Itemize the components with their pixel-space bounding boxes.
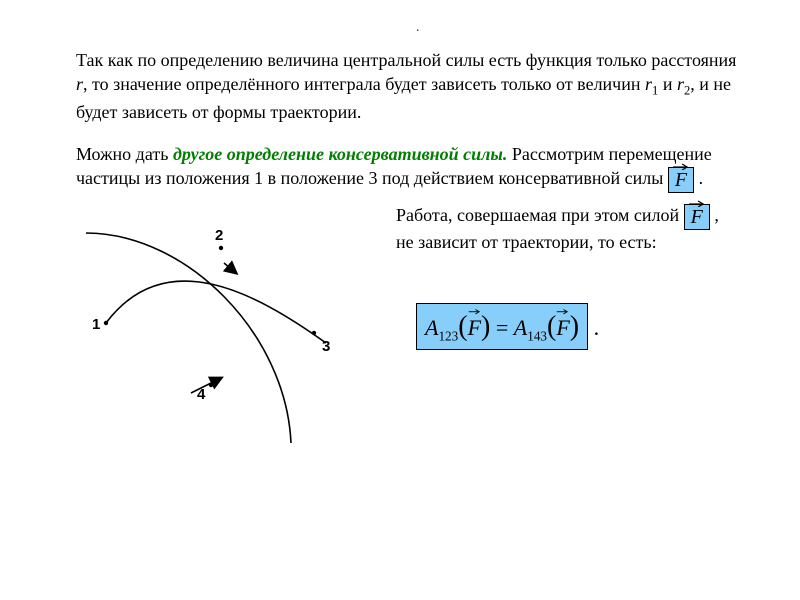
rt-line1: Работа, совершаемая при этом силой bbox=[396, 205, 684, 225]
right-text-block: Работа, совершаемая при этом силой F , н… bbox=[376, 203, 740, 458]
paragraph-2: Можно дать другое определение консервати… bbox=[76, 142, 740, 193]
p1-and: и bbox=[658, 74, 677, 94]
eq-sub1: 123 bbox=[438, 328, 458, 343]
vector-arrow-icon bbox=[468, 307, 481, 315]
eq-period: . bbox=[588, 315, 599, 340]
p1-pre: Так как по определению величина централь… bbox=[76, 50, 736, 70]
arrow-near-4-icon bbox=[191, 378, 221, 393]
p1-r: r bbox=[76, 74, 83, 94]
eq-F2: F bbox=[556, 315, 569, 340]
force-box-2: F bbox=[684, 204, 710, 230]
force-F-1: F bbox=[675, 169, 687, 191]
eq-A1: A bbox=[425, 315, 438, 340]
force-F-2: F bbox=[691, 206, 703, 228]
eq-sub2: 143 bbox=[527, 328, 547, 343]
point-3 bbox=[312, 331, 316, 335]
curve-large bbox=[86, 233, 291, 443]
p2-highlight: другое определение консервативной силы. bbox=[173, 144, 507, 164]
eq-F1: F bbox=[468, 315, 481, 340]
label-4: 4 bbox=[197, 386, 206, 403]
p1-r1: r bbox=[645, 74, 652, 94]
label-3: 3 bbox=[322, 338, 330, 355]
equation-box: A123( F ) = A143( F ) bbox=[416, 303, 588, 351]
point-1 bbox=[104, 321, 108, 325]
trajectory-diagram: 1 2 3 4 bbox=[76, 203, 376, 458]
point-4 bbox=[209, 383, 213, 387]
arrow-on-path-icon bbox=[224, 263, 236, 273]
vector-arrow-icon bbox=[556, 307, 569, 315]
vector-arrow-icon bbox=[685, 199, 709, 207]
p1-mid1: , то значение определённого интеграла бу… bbox=[83, 74, 645, 94]
eq-A2: A bbox=[514, 315, 527, 340]
point-2 bbox=[219, 246, 223, 250]
label-2: 2 bbox=[215, 227, 223, 244]
curve-path bbox=[106, 281, 326, 343]
label-1: 1 bbox=[92, 316, 100, 333]
p1-r2: r bbox=[677, 74, 684, 94]
eq-equals: = bbox=[490, 315, 513, 340]
page-marker: · bbox=[415, 24, 420, 40]
paragraph-1: Так как по определению величина централь… bbox=[76, 48, 740, 124]
force-box-1: F bbox=[668, 167, 694, 193]
p2-pre: Можно дать bbox=[76, 144, 173, 164]
